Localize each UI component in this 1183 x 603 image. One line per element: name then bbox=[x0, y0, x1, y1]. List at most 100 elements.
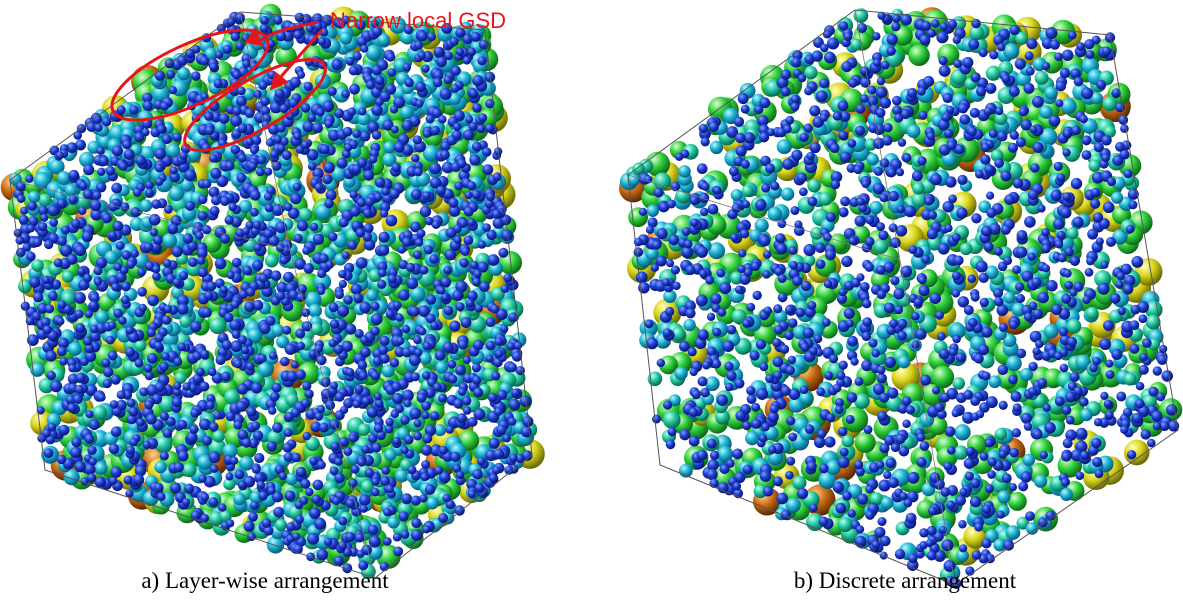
particle bbox=[362, 445, 370, 453]
particle bbox=[814, 437, 825, 448]
particle bbox=[265, 204, 273, 212]
particle bbox=[89, 301, 98, 310]
particle bbox=[162, 233, 177, 248]
particle bbox=[471, 32, 481, 42]
particle bbox=[328, 87, 337, 96]
particle bbox=[371, 478, 379, 486]
particle bbox=[489, 438, 500, 449]
particle bbox=[113, 221, 124, 232]
particle bbox=[366, 289, 378, 301]
particle bbox=[415, 82, 426, 93]
particle bbox=[422, 65, 430, 73]
particle bbox=[930, 173, 942, 185]
particle bbox=[423, 342, 432, 351]
particle bbox=[313, 234, 324, 245]
particle bbox=[97, 168, 105, 176]
particle bbox=[68, 364, 76, 372]
particle bbox=[386, 310, 395, 319]
particle bbox=[173, 278, 182, 287]
particle bbox=[279, 472, 287, 480]
particle bbox=[663, 411, 681, 429]
particle bbox=[285, 344, 296, 355]
particle bbox=[68, 342, 82, 356]
particle bbox=[358, 107, 366, 115]
particle bbox=[509, 399, 521, 411]
particle bbox=[155, 164, 164, 173]
particle bbox=[338, 517, 347, 526]
particle bbox=[855, 432, 876, 453]
particle bbox=[464, 207, 474, 217]
particle bbox=[421, 473, 429, 481]
particle bbox=[57, 347, 67, 357]
particle bbox=[209, 317, 226, 334]
particle bbox=[258, 491, 268, 501]
particle bbox=[1049, 115, 1060, 126]
particle bbox=[285, 490, 296, 501]
particle bbox=[473, 388, 483, 398]
particle bbox=[346, 368, 355, 377]
particle bbox=[1032, 96, 1044, 108]
particle bbox=[27, 201, 37, 211]
particle bbox=[330, 442, 339, 451]
particle bbox=[67, 403, 76, 412]
particle bbox=[250, 208, 259, 217]
particle bbox=[383, 141, 395, 153]
particle bbox=[313, 480, 324, 491]
particle bbox=[124, 149, 135, 160]
particle bbox=[439, 446, 448, 455]
particle bbox=[1060, 488, 1073, 501]
particle bbox=[448, 360, 457, 369]
particle bbox=[69, 170, 79, 180]
particle bbox=[377, 280, 386, 289]
particle bbox=[108, 321, 116, 329]
particle bbox=[350, 191, 358, 199]
particle bbox=[674, 367, 687, 380]
particle bbox=[31, 259, 44, 272]
particle bbox=[83, 336, 92, 345]
particle bbox=[62, 270, 74, 282]
particle bbox=[472, 103, 482, 113]
particle bbox=[209, 451, 221, 463]
figure: Narrow local GSD a) Layer-wise arrangeme… bbox=[0, 0, 1183, 603]
particle bbox=[1044, 86, 1058, 100]
particle bbox=[228, 203, 237, 212]
particle bbox=[444, 76, 453, 85]
particle bbox=[112, 145, 123, 156]
particle bbox=[103, 379, 112, 388]
particle bbox=[777, 139, 792, 154]
particle bbox=[414, 419, 422, 427]
particle bbox=[473, 340, 484, 351]
particle bbox=[360, 45, 368, 53]
particle bbox=[646, 338, 658, 350]
particle bbox=[1053, 218, 1065, 230]
particle bbox=[321, 377, 331, 387]
particle bbox=[458, 340, 468, 350]
particle bbox=[880, 97, 891, 108]
particle bbox=[147, 353, 158, 364]
particle bbox=[319, 423, 329, 433]
particle bbox=[995, 428, 1007, 440]
particle bbox=[164, 305, 172, 313]
particle bbox=[146, 414, 157, 425]
particle bbox=[152, 265, 160, 273]
particle bbox=[58, 300, 67, 309]
particle bbox=[97, 393, 106, 402]
particle bbox=[168, 224, 178, 234]
particle bbox=[155, 178, 163, 186]
particle bbox=[467, 181, 476, 190]
particle bbox=[1034, 474, 1047, 487]
particle bbox=[265, 254, 279, 268]
particle bbox=[1103, 97, 1118, 112]
particle bbox=[177, 303, 188, 314]
particle bbox=[915, 328, 926, 339]
particle bbox=[458, 388, 466, 396]
particle bbox=[209, 63, 217, 71]
particle bbox=[324, 199, 334, 209]
particle bbox=[1098, 283, 1110, 295]
particle bbox=[290, 193, 301, 204]
particle bbox=[59, 357, 67, 365]
particle bbox=[252, 260, 263, 271]
particle bbox=[238, 124, 248, 134]
particle bbox=[375, 98, 383, 106]
particle bbox=[237, 86, 246, 95]
